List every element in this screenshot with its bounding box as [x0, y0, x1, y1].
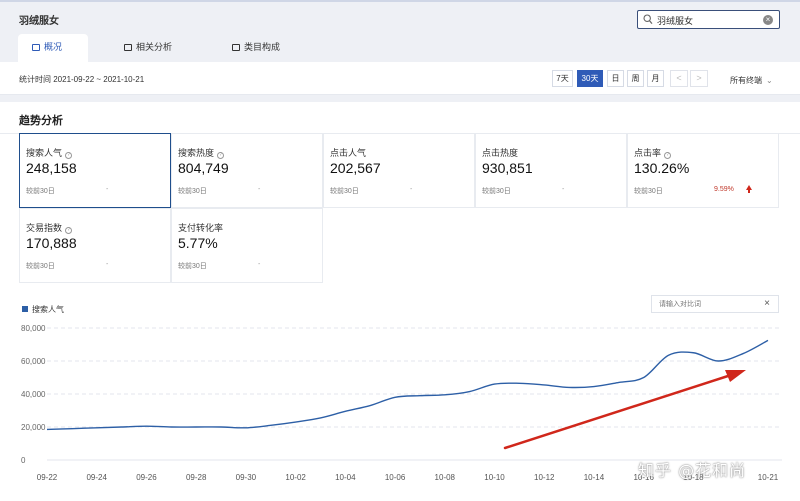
next-period-button[interactable]: >	[690, 70, 708, 87]
annotation-arrow-shaft	[503, 374, 730, 450]
metric-compare-label: 较前30日	[634, 188, 663, 195]
metric-payment-conversion[interactable]: 支付转化率 5.77% 较前30日 -	[171, 208, 323, 283]
metric-delta: -	[258, 261, 261, 268]
y-tick-label: 20,000	[21, 423, 46, 432]
period-week-button[interactable]: 周	[627, 70, 644, 87]
x-tick-label: 10-04	[335, 473, 356, 482]
y-tick-label: 40,000	[21, 390, 46, 399]
period-day-button[interactable]: 日	[607, 70, 624, 87]
metric-delta: -	[106, 186, 109, 193]
trend-chart: 0 20,000 40,000 60,000 80,000 09-22 09-24 09-26…	[21, 324, 782, 482]
x-tick-label: 09-26	[136, 473, 157, 482]
x-tick-label: 09-28	[186, 473, 207, 482]
date-range-text: 统计时间 2021-09-22 ~ 2021-10-21	[19, 75, 145, 84]
x-tick-label: 09-22	[37, 473, 58, 482]
legend-label: 搜索人气	[32, 305, 64, 314]
metric-compare-label: 较前30日	[482, 188, 511, 195]
help-icon[interactable]: ?	[65, 152, 73, 159]
x-tick-label: 10-18	[683, 473, 704, 482]
metric-value: 804,749	[178, 160, 229, 176]
tab-category-composition[interactable]: 类目构成	[232, 34, 302, 62]
search-icon	[643, 14, 653, 24]
metric-compare-label: 较前30日	[330, 188, 359, 195]
search-box[interactable]: ×	[637, 10, 780, 29]
legend-swatch	[22, 306, 28, 312]
metric-click-rate[interactable]: 点击率? 130.26% 较前30日 9.59%	[627, 133, 779, 208]
metric-delta: -	[106, 261, 109, 268]
x-tick-label: 10-14	[584, 473, 605, 482]
metric-click-heat[interactable]: 点击热度 930,851 较前30日 -	[475, 133, 627, 208]
prev-period-button[interactable]: <	[670, 70, 688, 87]
metric-delta: 9.59%	[714, 186, 734, 193]
metric-value: 5.77%	[178, 235, 218, 251]
metric-delta: -	[410, 186, 413, 193]
x-tick-label: 10-12	[534, 473, 555, 482]
metric-search-popularity[interactable]: 搜索人气? 248,158 较前30日 -	[19, 133, 171, 208]
x-tick-label: 09-30	[236, 473, 257, 482]
compare-input[interactable]	[659, 299, 759, 310]
metric-click-popularity[interactable]: 点击人气 202,567 较前30日 -	[323, 133, 475, 208]
top-bar: 羽绒服女 ×	[0, 0, 800, 34]
page-title: 羽绒服女	[19, 16, 59, 27]
metric-value: 248,158	[26, 160, 77, 176]
x-tick-label: 09-24	[86, 473, 107, 482]
metric-value: 202,567	[330, 160, 381, 176]
x-tick-label: 10-21	[758, 473, 779, 482]
metric-compare-label: 较前30日	[26, 263, 55, 270]
help-icon[interactable]: ?	[664, 152, 672, 159]
y-tick-label: 60,000	[21, 357, 46, 366]
filter-bar: 统计时间 2021-09-22 ~ 2021-10-21 7天 30天 日 周 …	[0, 62, 800, 95]
metric-value: 930,851	[482, 160, 533, 176]
y-tick-label: 0	[21, 456, 26, 465]
tab-overview[interactable]: 概况	[18, 34, 88, 62]
x-tick-label: 10-16	[633, 473, 654, 482]
x-tick-label: 10-06	[385, 473, 406, 482]
category-icon	[232, 44, 240, 51]
arrow-up-icon	[746, 185, 752, 193]
period-month-button[interactable]: 月	[647, 70, 664, 87]
terminal-select[interactable]: 所有终端 ⌄	[730, 76, 773, 85]
section-title: 趋势分析	[19, 115, 63, 127]
annotation-arrow-head	[725, 370, 746, 382]
period-30d-button[interactable]: 30天	[577, 70, 603, 87]
clear-icon[interactable]: ×	[763, 15, 773, 25]
x-tick-label: 10-02	[285, 473, 306, 482]
metric-compare-label: 较前30日	[178, 263, 207, 270]
chart-legend[interactable]: 搜索人气	[22, 304, 64, 315]
chevron-down-icon: ⌄	[766, 76, 773, 85]
y-tick-label: 80,000	[21, 324, 46, 333]
metric-compare-label: 较前30日	[178, 188, 207, 195]
help-icon[interactable]: ?	[217, 152, 225, 159]
x-tick-label: 10-10	[484, 473, 505, 482]
close-icon[interactable]: ×	[764, 298, 770, 309]
search-input[interactable]	[657, 13, 757, 27]
metric-delta: -	[562, 186, 565, 193]
series-line	[46, 339, 769, 431]
trend-panel: 趋势分析 搜索人气? 248,158 较前30日 - 搜索热度? 804,749…	[0, 102, 800, 501]
x-tick-label: 10-08	[435, 473, 456, 482]
related-analysis-icon	[124, 44, 132, 51]
metric-search-heat[interactable]: 搜索热度? 804,749 较前30日 -	[171, 133, 323, 208]
tab-bar: 概况 相关分析 类目构成	[0, 34, 800, 62]
watermark: 知乎 @花和尚	[638, 461, 747, 480]
period-7d-button[interactable]: 7天	[552, 70, 573, 87]
metric-transaction-index[interactable]: 交易指数? 170,888 较前30日 -	[19, 208, 171, 283]
metric-value: 170,888	[26, 235, 77, 251]
metric-delta: -	[258, 186, 261, 193]
tab-related-analysis[interactable]: 相关分析	[124, 34, 194, 62]
metric-compare-label: 较前30日	[26, 188, 55, 195]
metric-value: 130.26%	[634, 160, 690, 176]
compare-box[interactable]: ×	[651, 295, 779, 313]
overview-icon	[32, 44, 40, 51]
help-icon[interactable]: ?	[65, 227, 73, 234]
